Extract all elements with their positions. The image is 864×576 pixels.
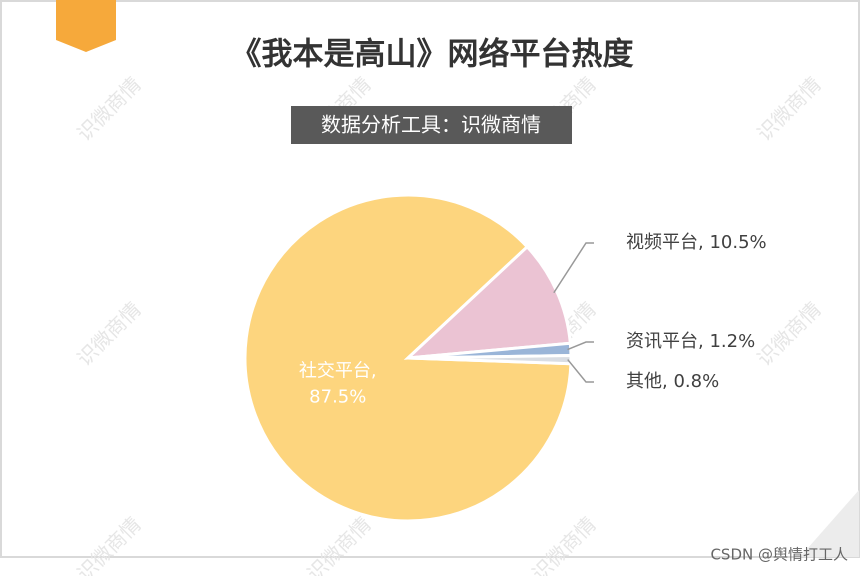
corner-tag xyxy=(56,0,116,52)
pie-slice xyxy=(403,244,572,360)
data-label: 资讯平台, 1.2% xyxy=(626,331,755,352)
data-label-line: 87.5% xyxy=(309,386,366,407)
leader-line xyxy=(567,359,594,383)
subtitle-box xyxy=(291,106,572,144)
chart-subtitle: 数据分析工具：识微商情 xyxy=(321,113,541,137)
chart-title: 《我本是高山》网络平台热度 xyxy=(231,37,634,73)
data-label-line: 社交平台, xyxy=(299,360,377,381)
leader-line xyxy=(553,242,594,294)
footer: CSDN @舆情打工人 xyxy=(710,546,848,564)
pie: 社交平台, 87.5% 视频平台, 10.5% 资讯平台, 1.2% 其他, 0.8% xyxy=(243,193,767,523)
corner-fold xyxy=(800,490,859,557)
data-label: 社交平台, 87.5% xyxy=(299,360,377,407)
data-label: 其他, 0.8% xyxy=(626,371,719,392)
leader-line xyxy=(567,341,594,351)
data-label: 视频平台, 10.5% xyxy=(626,232,767,253)
